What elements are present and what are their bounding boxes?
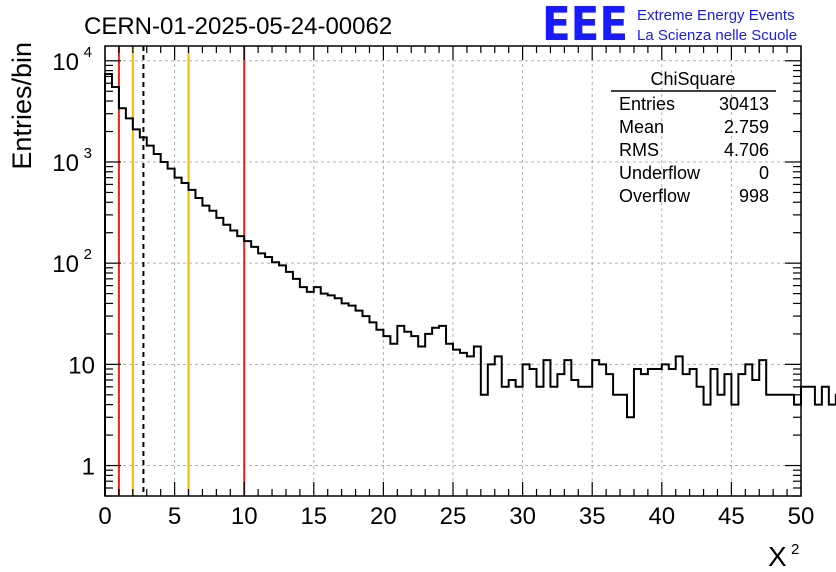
stats-value-mean: 2.759 <box>724 117 769 137</box>
stats-label-mean: Mean <box>619 117 664 137</box>
x-tick-label-15: 15 <box>300 503 327 530</box>
reference-lines <box>117 46 246 496</box>
y-tick-label-1000: 10 <box>52 150 79 177</box>
y-tick-label-100: 10 <box>52 251 79 278</box>
y-axis: 1 10 10 2 10 3 10 4 <box>52 44 801 497</box>
histogram-line <box>104 73 836 496</box>
stats-box: ChiSquare Entries 30413 Mean 2.759 RMS 4… <box>611 69 776 206</box>
x-tick-label-5: 5 <box>168 503 181 530</box>
y-tick-label-exp-100: 2 <box>84 246 92 263</box>
y-tick-label-exp-1000: 3 <box>84 145 92 162</box>
x-axis-label: X 2 <box>768 541 799 572</box>
x-axis-label-sup: 2 <box>791 541 799 558</box>
y-tick-label-10: 10 <box>68 352 95 379</box>
stats-label-entries: Entries <box>619 94 675 114</box>
y-tick-label-exp-10000: 4 <box>84 44 92 61</box>
eee-logo: EEE Extreme Energy Events La Scienza nel… <box>542 0 797 51</box>
stats-value-entries: 30413 <box>719 94 769 114</box>
x-tick-label-25: 25 <box>440 503 467 530</box>
stats-value-overflow: 998 <box>739 186 769 206</box>
stats-label-rms: RMS <box>619 140 659 160</box>
stats-title: ChiSquare <box>650 69 735 89</box>
x-tick-label-45: 45 <box>718 503 745 530</box>
x-tick-label-35: 35 <box>579 503 606 530</box>
chart-title: CERN-01-2025-05-24-00062 <box>84 13 392 40</box>
x-axis-label-text: X <box>768 541 787 572</box>
x-tick-label-50: 50 <box>788 503 815 530</box>
logo-line2: La Scienza nelle Scuole <box>637 27 797 44</box>
stats-value-underflow: 0 <box>759 163 769 183</box>
x-tick-label-20: 20 <box>370 503 397 530</box>
y-axis-label: Entries/bin <box>7 42 37 170</box>
x-tick-label-40: 40 <box>648 503 675 530</box>
x-tick-label-10: 10 <box>231 503 258 530</box>
x-tick-label-0: 0 <box>98 503 111 530</box>
logo-mark: EEE <box>542 0 628 51</box>
logo-line1: Extreme Energy Events <box>637 7 795 24</box>
stats-value-rms: 4.706 <box>724 140 769 160</box>
y-tick-label-1: 1 <box>82 454 95 481</box>
x-tick-label-30: 30 <box>509 503 536 530</box>
stats-label-underflow: Underflow <box>619 163 701 183</box>
x-axis: 0 5 10 15 20 25 30 35 40 45 50 <box>98 46 814 530</box>
grid <box>105 46 801 496</box>
y-tick-label-10000: 10 <box>52 49 79 76</box>
stats-label-overflow: Overflow <box>619 186 691 206</box>
